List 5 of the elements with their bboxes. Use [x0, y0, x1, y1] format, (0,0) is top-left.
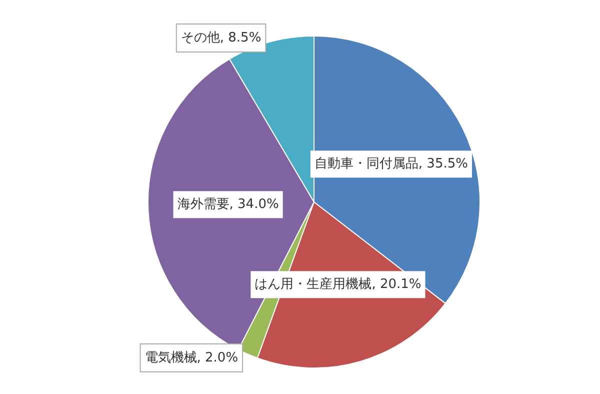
slice-label: 自動車・同付属品, 35.5%	[314, 156, 468, 172]
slice-label: 電気機械, 2.0%	[144, 350, 238, 366]
slice-label: 海外需要, 34.0%	[177, 197, 279, 212]
slice-label: はん用・生産用機械, 20.1%	[254, 276, 422, 292]
slice-label: その他, 8.5%	[180, 30, 262, 46]
